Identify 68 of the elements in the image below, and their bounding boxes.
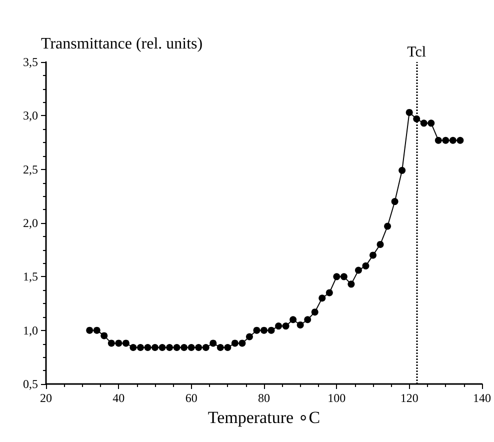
y-tick-label: 3,0 xyxy=(23,108,38,123)
x-tick-label: 80 xyxy=(258,391,270,405)
point xyxy=(348,280,355,288)
point xyxy=(253,326,260,334)
point xyxy=(158,344,166,352)
point xyxy=(326,289,333,296)
point xyxy=(173,344,180,352)
point xyxy=(398,166,406,174)
point xyxy=(195,344,202,352)
point xyxy=(442,136,450,144)
point xyxy=(354,266,362,274)
point xyxy=(311,308,318,316)
x-tick-label: 60 xyxy=(185,391,198,405)
point xyxy=(318,294,326,302)
point xyxy=(144,344,152,352)
point xyxy=(406,108,413,116)
point xyxy=(130,344,137,352)
point xyxy=(268,326,275,334)
point xyxy=(136,344,144,352)
point xyxy=(275,322,282,330)
point xyxy=(100,332,108,340)
point xyxy=(304,316,312,324)
point xyxy=(296,321,304,328)
point xyxy=(210,340,217,347)
x-axis-title: Temperature ∘C xyxy=(208,408,320,427)
point xyxy=(216,344,224,352)
point xyxy=(115,340,122,347)
point xyxy=(180,344,188,352)
point xyxy=(93,326,100,334)
y-axis-title: Transmittance (rel. units) xyxy=(41,36,203,52)
x-tick-label: 100 xyxy=(328,391,346,405)
point xyxy=(434,136,442,144)
point xyxy=(260,326,268,334)
point xyxy=(122,340,130,347)
y-tick-label: 3,5 xyxy=(23,55,38,69)
point xyxy=(333,273,340,280)
point xyxy=(290,316,297,324)
point xyxy=(166,344,174,352)
x-tick-label: 120 xyxy=(400,391,418,405)
y-tick-label: 1,0 xyxy=(23,323,38,338)
point xyxy=(362,262,370,270)
point xyxy=(376,240,384,248)
point xyxy=(282,322,290,330)
point xyxy=(428,120,435,127)
point xyxy=(246,333,253,340)
point xyxy=(340,273,348,280)
point xyxy=(391,198,398,206)
x-tick-label: 40 xyxy=(112,391,125,405)
point xyxy=(384,222,392,230)
point xyxy=(420,120,428,127)
point xyxy=(202,344,210,352)
x-tick-label: 140 xyxy=(473,391,491,405)
point xyxy=(188,344,195,352)
point xyxy=(86,326,94,334)
point xyxy=(238,340,246,347)
ref-line-label: Tcl xyxy=(407,44,426,60)
point xyxy=(224,344,232,352)
y-tick-label: 0,5 xyxy=(23,377,38,391)
point xyxy=(370,252,376,259)
x-tick-label: 20 xyxy=(40,391,52,405)
y-tick-label: 2,5 xyxy=(23,162,38,176)
y-tick-label: 1,5 xyxy=(23,270,38,284)
point xyxy=(456,136,464,144)
point xyxy=(231,340,238,347)
point xyxy=(152,344,158,352)
y-tick-label: 2,0 xyxy=(23,216,38,230)
point xyxy=(108,340,115,347)
point xyxy=(449,136,456,144)
